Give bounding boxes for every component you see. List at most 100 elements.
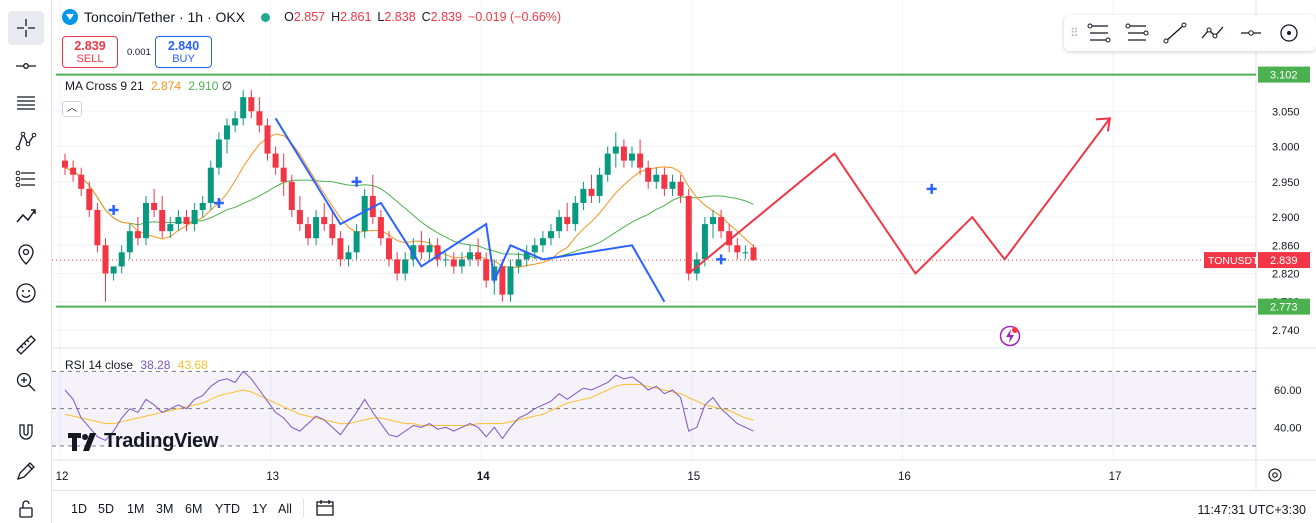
open-label: O [284,10,294,24]
range-3m-button[interactable]: 3M [156,502,174,516]
symbol-title[interactable]: Toncoin/Tether · 1h · OKX [84,9,246,25]
candle-body [126,231,133,253]
circle-target-icon[interactable] [1270,18,1308,48]
level-price-label: 2.773 [1270,302,1298,314]
range-all-button[interactable]: All [278,502,292,516]
y-tick-label: 2.860 [1272,240,1300,252]
candle-body [580,188,587,203]
candle-body [499,266,506,295]
close-label: C [421,10,431,24]
candle-body [450,259,457,267]
ruler-icon[interactable] [8,328,44,362]
rsi-line [64,370,754,442]
crosshair-icon[interactable] [8,11,44,45]
buy-button[interactable]: 2.840 BUY [155,36,212,68]
gear-icon[interactable] [1266,466,1284,489]
tradingview-logo[interactable]: TradingView [68,430,218,453]
y-tick-label: 2.820 [1272,268,1300,280]
range-1d-button[interactable]: 1D [71,502,87,516]
x-tick-label: 15 [687,471,700,483]
level-price-tag [1258,298,1310,315]
candle-body [151,202,158,210]
sell-label: SELL [76,53,104,65]
tradingview-wordmark: TradingView [104,430,219,452]
chart-area[interactable]: 1213141516172.7402.7802.8202.8602.9002.9… [52,0,1316,490]
drag-handle-icon[interactable]: ⠿ [1070,26,1079,40]
candle-body [377,217,384,239]
candle-body [288,181,295,210]
range-5d-button[interactable]: 5D [98,502,114,516]
red-arrowhead [1095,117,1112,132]
candle-body [134,231,141,239]
candle-body [418,245,425,253]
candle-body [224,125,230,140]
red-projection-drawing[interactable] [688,117,1111,276]
candle-body [734,245,741,253]
candle-body [305,224,311,239]
range-1y-button[interactable]: 1Y [252,502,268,516]
rsi-tick-label: 60.00 [1274,385,1302,397]
candle-body [507,266,514,295]
trend-line-icon[interactable] [1156,18,1194,48]
emoji-icon[interactable] [8,276,44,310]
current-price-tag [1258,252,1310,269]
lock-icon[interactable] [8,492,44,523]
candle-body [94,210,101,246]
candle-body [467,252,473,260]
candle-body [313,217,320,239]
candle-body [669,181,676,189]
ma-cross-marker [213,197,224,208]
level-price-label: 3.102 [1270,70,1298,82]
sell-button[interactable]: 2.839 SELL [62,36,118,68]
collapse-legend-button[interactable]: ︿ [62,101,82,117]
horizontal-ray-icon[interactable] [1232,18,1270,48]
pin-icon[interactable] [8,237,44,271]
ma-cross-marker [716,254,727,265]
candle-body [750,247,757,261]
divider [303,499,304,517]
price-chart[interactable]: 1213141516172.7402.7802.8202.8602.9002.9… [52,0,1316,490]
candle-body [175,217,182,225]
candle-body [102,245,109,274]
rsi-legend[interactable]: RSI 14 close 38.28 43.68 [65,358,208,372]
candle-body [718,217,725,232]
fib-lines-icon[interactable] [8,86,44,120]
candle-body [62,160,68,168]
left-toolbar [0,0,52,523]
horizontal-line-icon[interactable] [8,49,44,83]
candle-body [86,188,93,210]
low-label: L [377,10,385,24]
pattern-icon[interactable] [8,124,44,158]
zoom-in-icon[interactable] [8,365,44,399]
range-6m-button[interactable]: 6M [185,502,203,516]
ma-cross-name: MA Cross 9 21 [65,79,144,93]
ma-cross-legend[interactable]: MA Cross 9 21 2.874 2.910 ∅ [65,79,232,93]
candle-body [361,195,368,232]
blue-zigzag-drawing[interactable] [274,117,666,303]
y-tick-label: 3.000 [1272,142,1300,154]
candle-body [118,252,125,267]
timezone-clock[interactable]: 11:47:31 UTC+3:30 [1197,503,1306,517]
x-tick-label: 13 [266,471,279,483]
x-tick-label: 14 [477,471,490,483]
candle-body [191,210,198,225]
gann-icon[interactable] [1118,18,1156,48]
candle-body [612,146,619,154]
candle-body [661,174,668,189]
spread-value: 0.001 [127,47,151,58]
path-icon[interactable] [1194,18,1232,48]
candle-body [604,153,611,175]
candle-body [434,245,441,260]
projection-icon[interactable] [8,162,44,196]
candle-body [531,245,538,253]
brush-icon[interactable] [8,199,44,233]
calendar-icon[interactable] [315,499,335,522]
change-value: −0.019 (−0.66%) [467,10,562,24]
candle-body [620,146,627,161]
pencil-lock-icon[interactable] [8,454,44,488]
lightning-alert-icon[interactable] [998,324,1022,353]
magnet-icon[interactable] [8,416,44,450]
range-1m-button[interactable]: 1M [127,502,145,516]
fib-retracement-icon[interactable] [1080,18,1118,48]
range-ytd-button[interactable]: YTD [215,502,240,516]
